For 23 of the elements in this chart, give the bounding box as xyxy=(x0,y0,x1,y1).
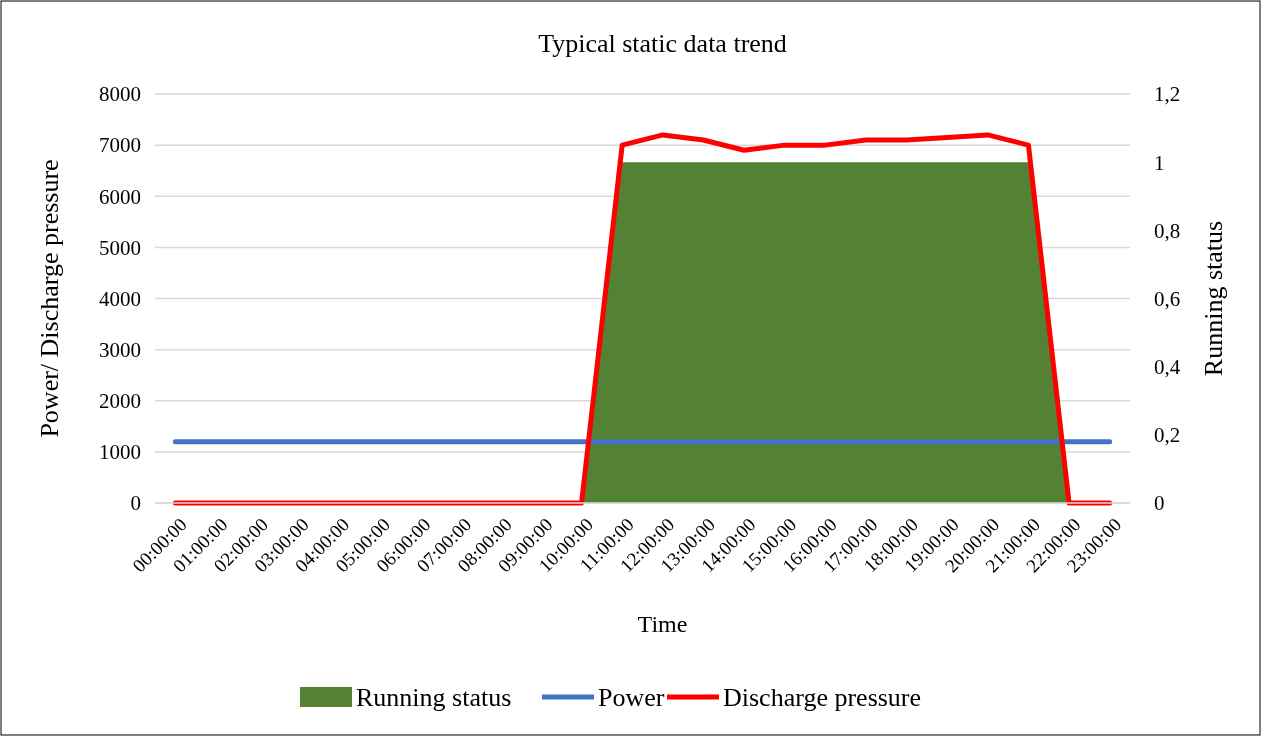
y2-tick-label: 1,2 xyxy=(1154,82,1181,107)
y2-tick-label: 0 xyxy=(1154,491,1165,516)
legend-label: Power xyxy=(598,683,665,713)
y2-axis-title: Running status xyxy=(1199,220,1228,377)
y-tick-label: 2000 xyxy=(99,389,141,414)
y-tick-label: 6000 xyxy=(99,184,141,209)
y2-tick-label: 1 xyxy=(1154,150,1165,175)
y-tick-label: 3000 xyxy=(99,337,141,362)
legend-label: Discharge pressure xyxy=(723,683,922,713)
y-tick-label: 8000 xyxy=(99,82,141,107)
y-tick-label: 7000 xyxy=(99,133,141,158)
y-tick-label: 5000 xyxy=(99,235,141,260)
y2-tick-label: 0,2 xyxy=(1154,423,1181,448)
chart-title: Typical static data trend xyxy=(538,29,787,58)
y-tick-label: 1000 xyxy=(99,440,141,465)
y-tick-label: 0 xyxy=(130,491,141,516)
y2-tick-label: 0,6 xyxy=(1154,286,1181,311)
y2-tick-label: 0,4 xyxy=(1154,355,1181,380)
x-axis-title: Time xyxy=(637,611,688,637)
y-axis-title: Power/ Discharge pressure xyxy=(35,159,64,438)
y2-tick-label: 0,8 xyxy=(1154,218,1181,243)
legend-label: Running status xyxy=(356,683,512,713)
y-tick-label: 4000 xyxy=(99,286,141,311)
